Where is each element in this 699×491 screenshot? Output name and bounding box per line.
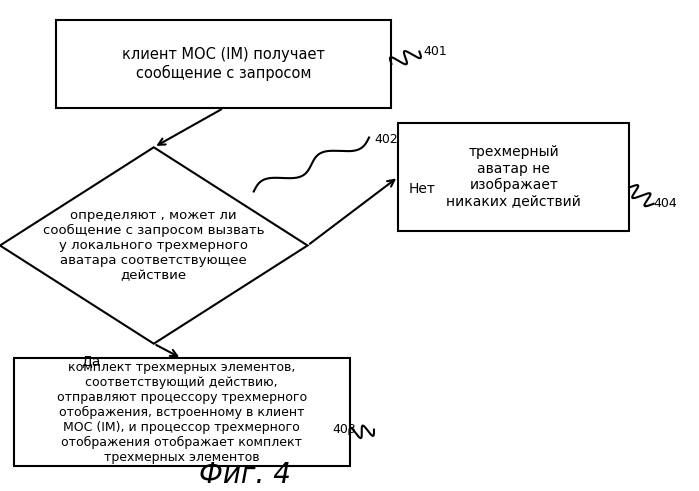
Text: Да: Да <box>81 354 101 368</box>
Polygon shape <box>0 147 308 344</box>
Text: комплект трехмерных элементов,
соответствующий действию,
отправляют процессору т: комплект трехмерных элементов, соответст… <box>57 361 307 464</box>
Text: Фиг. 4: Фиг. 4 <box>199 461 291 489</box>
Text: определяют , может ли
сообщение с запросом вызвать
у локального трехмерного
ават: определяют , может ли сообщение с запрос… <box>43 209 264 282</box>
Text: трехмерный
аватар не
изображает
никаких действий: трехмерный аватар не изображает никаких … <box>447 145 581 208</box>
Text: 404: 404 <box>654 197 677 210</box>
Text: 402: 402 <box>374 134 398 146</box>
FancyBboxPatch shape <box>398 123 629 231</box>
Text: клиент МОС (IM) получает
сообщение с запросом: клиент МОС (IM) получает сообщение с зап… <box>122 47 325 81</box>
FancyBboxPatch shape <box>56 20 391 108</box>
FancyBboxPatch shape <box>14 358 350 466</box>
Text: 401: 401 <box>423 45 447 58</box>
Text: 403: 403 <box>332 423 356 436</box>
Text: Нет: Нет <box>409 182 435 196</box>
